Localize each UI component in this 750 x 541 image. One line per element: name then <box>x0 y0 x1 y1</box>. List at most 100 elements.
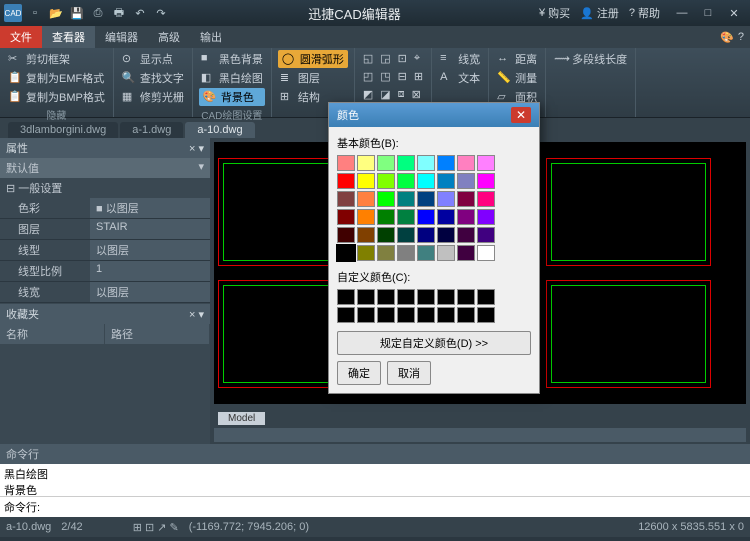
copy-emf-button[interactable]: 📋复制为EMF格式 <box>6 69 107 87</box>
open-icon[interactable]: 📂 <box>47 4 65 22</box>
cmd-input-row[interactable]: 命令行: <box>0 496 750 517</box>
new-icon[interactable]: ▫ <box>26 4 44 22</box>
color-swatch[interactable] <box>337 155 355 171</box>
tab-file[interactable]: 文件 <box>0 26 42 48</box>
color-swatch[interactable] <box>457 227 475 243</box>
define-custom-button[interactable]: 规定自定义颜色(D) >> <box>337 331 531 355</box>
custom-swatch[interactable] <box>337 289 355 305</box>
color-swatch[interactable] <box>477 173 495 189</box>
prop-row-layer[interactable]: 图层STAIR <box>0 219 210 240</box>
color-swatch[interactable] <box>477 227 495 243</box>
icon-btn-3[interactable]: ⊡ <box>396 50 409 67</box>
model-tab[interactable]: Model <box>218 412 265 425</box>
custom-swatch[interactable] <box>397 307 415 323</box>
distance-button[interactable]: ↔距离 <box>495 50 539 68</box>
smooth-arc-button[interactable]: ◯圆滑弧形 <box>278 50 348 68</box>
color-swatch[interactable] <box>337 245 355 261</box>
color-swatch[interactable] <box>457 155 475 171</box>
custom-swatch[interactable] <box>437 307 455 323</box>
show-points-button[interactable]: ⊙显示点 <box>120 50 186 68</box>
color-swatch[interactable] <box>477 191 495 207</box>
color-swatch[interactable] <box>457 209 475 225</box>
buy-link[interactable]: ¥ 购买 <box>539 5 570 21</box>
custom-swatch[interactable] <box>437 289 455 305</box>
layers-button[interactable]: ≣图层 <box>278 69 348 87</box>
color-swatch[interactable] <box>477 209 495 225</box>
icon-btn-12[interactable]: ⊠ <box>410 86 423 103</box>
default-dropdown[interactable]: 默认值▾ <box>0 158 210 178</box>
color-swatch[interactable] <box>357 209 375 225</box>
icon-btn-1[interactable]: ◱ <box>361 50 375 67</box>
cut-frame-button[interactable]: ✂剪切框架 <box>6 50 107 68</box>
icon-btn-8[interactable]: ⊞ <box>412 68 425 85</box>
icon-btn-11[interactable]: ⧈ <box>396 86 407 103</box>
color-swatch[interactable] <box>377 173 395 189</box>
measure-button[interactable]: 📏测量 <box>495 69 539 87</box>
color-swatch[interactable] <box>437 191 455 207</box>
color-swatch[interactable] <box>417 245 435 261</box>
dialog-close-button[interactable]: ✕ <box>511 107 531 123</box>
custom-swatch[interactable] <box>417 289 435 305</box>
color-swatch[interactable] <box>397 227 415 243</box>
color-swatch[interactable] <box>357 245 375 261</box>
color-swatch[interactable] <box>397 155 415 171</box>
color-swatch[interactable] <box>337 209 355 225</box>
help-icon[interactable]: ? <box>738 31 744 44</box>
color-swatch[interactable] <box>357 155 375 171</box>
custom-swatch[interactable] <box>477 289 495 305</box>
color-swatch[interactable] <box>417 209 435 225</box>
file-tab-1[interactable]: 3dlamborgini.dwg <box>8 122 118 138</box>
color-swatch[interactable] <box>337 227 355 243</box>
register-link[interactable]: 👤 注册 <box>580 5 619 21</box>
save-icon[interactable]: 💾 <box>68 4 86 22</box>
maximize-button[interactable]: □ <box>696 4 720 22</box>
color-swatch[interactable] <box>397 209 415 225</box>
tab-output[interactable]: 输出 <box>190 26 232 48</box>
minimize-button[interactable]: — <box>670 4 694 22</box>
color-swatch[interactable] <box>477 245 495 261</box>
color-swatch[interactable] <box>397 245 415 261</box>
icon-btn-7[interactable]: ⊟ <box>396 68 409 85</box>
prop-row-ltscale[interactable]: 线型比例1 <box>0 261 210 282</box>
custom-swatch[interactable] <box>477 307 495 323</box>
tab-editor[interactable]: 编辑器 <box>95 26 148 48</box>
prop-row-linetype[interactable]: 线型以图层 <box>0 240 210 261</box>
color-swatch[interactable] <box>337 191 355 207</box>
custom-swatch[interactable] <box>457 289 475 305</box>
color-swatch[interactable] <box>337 173 355 189</box>
trim-raster-button[interactable]: ▦修剪光栅 <box>120 88 186 106</box>
fav-col-path[interactable]: 路径 <box>105 324 210 344</box>
icon-btn-10[interactable]: ◪ <box>378 86 392 103</box>
fav-col-name[interactable]: 名称 <box>0 324 105 344</box>
black-bg-button[interactable]: ■黑色背景 <box>199 50 265 68</box>
custom-swatch[interactable] <box>417 307 435 323</box>
icon-btn-5[interactable]: ◰ <box>361 68 375 85</box>
text-button[interactable]: A文本 <box>438 69 482 87</box>
copy-bmp-button[interactable]: 📋复制为BMP格式 <box>6 88 107 106</box>
color-swatch[interactable] <box>377 227 395 243</box>
custom-swatch[interactable] <box>377 289 395 305</box>
color-swatch[interactable] <box>377 191 395 207</box>
custom-swatch[interactable] <box>337 307 355 323</box>
style-icon[interactable]: 🎨 <box>720 31 734 44</box>
tab-advanced[interactable]: 高级 <box>148 26 190 48</box>
color-swatch[interactable] <box>377 245 395 261</box>
color-swatch[interactable] <box>457 191 475 207</box>
print-icon[interactable]: 🖶 <box>110 4 128 22</box>
color-swatch[interactable] <box>417 173 435 189</box>
color-swatch[interactable] <box>397 191 415 207</box>
tab-viewer[interactable]: 查看器 <box>42 26 95 48</box>
bw-draw-button[interactable]: ◧黑白绘图 <box>199 69 265 87</box>
color-swatch[interactable] <box>437 173 455 189</box>
color-swatch[interactable] <box>357 227 375 243</box>
color-swatch[interactable] <box>397 173 415 189</box>
prop-row-lineweight[interactable]: 线宽以图层 <box>0 282 210 303</box>
dialog-titlebar[interactable]: 颜色 ✕ <box>329 103 539 127</box>
icon-btn-6[interactable]: ◳ <box>378 68 392 85</box>
custom-swatch[interactable] <box>377 307 395 323</box>
custom-swatch[interactable] <box>357 289 375 305</box>
custom-swatch[interactable] <box>457 307 475 323</box>
panel-close-icon[interactable]: × ▾ <box>189 142 204 155</box>
color-swatch[interactable] <box>437 245 455 261</box>
horizontal-scrollbar[interactable] <box>214 428 746 442</box>
